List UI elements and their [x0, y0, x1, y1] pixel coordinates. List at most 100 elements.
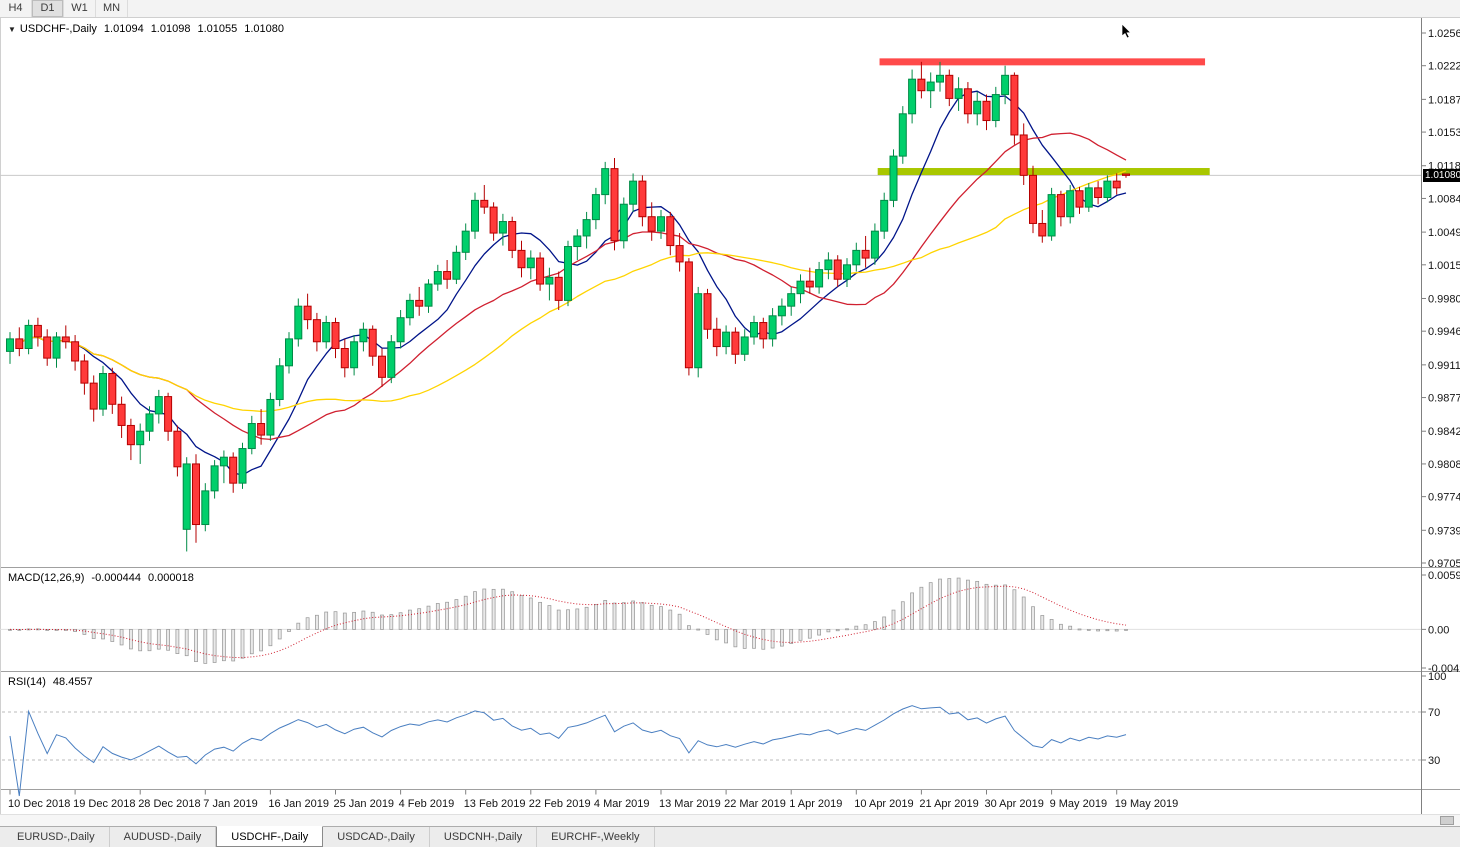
- candle-body: [917, 78, 926, 92]
- candle-body: [433, 271, 442, 285]
- chart-canvas[interactable]: 1.025601.022201.018701.015301.011801.008…: [0, 18, 1460, 814]
- macd-histogram-bar: [156, 629, 161, 650]
- macd-histogram-bar: [603, 600, 608, 630]
- candle-body: [908, 78, 917, 115]
- timeframe-h4[interactable]: H4: [0, 0, 32, 17]
- candle-body: [991, 94, 1000, 122]
- candle-body: [350, 341, 359, 369]
- candle-body: [508, 221, 517, 251]
- candle-body: [99, 373, 107, 410]
- macd-histogram-bar: [910, 592, 914, 630]
- macd-histogram-bar: [519, 595, 524, 630]
- macd-histogram-bar: [408, 609, 412, 630]
- candle-body: [545, 276, 554, 285]
- date-axis-label: 22 Feb 2019: [529, 798, 591, 810]
- candle-body: [936, 74, 944, 83]
- ohlc-close: 1.01080: [244, 23, 284, 35]
- macd-histogram-bar: [212, 629, 217, 663]
- macd-histogram-bar: [166, 629, 170, 651]
- tab-usdcnh-daily[interactable]: USDCNH-,Daily: [430, 827, 538, 847]
- price-axis-label: 1.02560: [1428, 28, 1460, 40]
- price-axis-label: 1.02220: [1428, 61, 1460, 73]
- tab-eurusd-daily[interactable]: EURUSD-,Daily: [3, 827, 110, 847]
- candle-body: [405, 299, 414, 319]
- macd-histogram-bar: [993, 584, 998, 630]
- timeframe-w1[interactable]: W1: [64, 0, 96, 17]
- candle-body: [61, 336, 70, 343]
- macd-histogram-bar: [119, 629, 124, 646]
- date-axis-label: 13 Feb 2019: [464, 798, 526, 810]
- price-axis-label: 1.01530: [1428, 127, 1460, 139]
- candle-body: [945, 74, 954, 99]
- macd-name: MACD(12,26,9): [8, 572, 85, 584]
- candle-body: [257, 423, 266, 436]
- date-axis-label: 13 Mar 2019: [659, 798, 721, 810]
- candle-body: [1112, 180, 1121, 189]
- macd-histogram-bar: [1021, 596, 1026, 630]
- candle-body: [164, 396, 173, 432]
- macd-histogram-bar: [966, 579, 970, 630]
- tab-usdcad-daily[interactable]: USDCAD-,Daily: [323, 827, 430, 847]
- macd-histogram-bar: [277, 629, 282, 640]
- candle-body: [554, 276, 563, 301]
- macd-histogram-bar: [491, 588, 496, 630]
- tab-eurchf-weekly[interactable]: EURCHF-,Weekly: [537, 827, 655, 847]
- macd-histogram-bar: [612, 602, 617, 630]
- macd-histogram-bar: [696, 628, 701, 631]
- candle-body: [108, 373, 117, 405]
- macd-histogram-bar: [947, 578, 952, 630]
- macd-histogram-bar: [426, 605, 431, 630]
- macd-histogram-bar: [1012, 589, 1017, 630]
- candle-body: [722, 331, 731, 348]
- candle-body: [852, 249, 861, 266]
- candle-body: [80, 360, 89, 384]
- tab-usdchf-daily[interactable]: USDCHF-,Daily: [216, 826, 324, 847]
- candle-body: [294, 305, 303, 340]
- chart-collapse-icon[interactable]: ▼: [8, 25, 16, 34]
- macd-histogram-bar: [845, 628, 849, 631]
- horizontal-scrollbar[interactable]: [0, 814, 1460, 826]
- macd-axis-label: 0.00: [1428, 624, 1449, 636]
- macd-histogram-bar: [566, 609, 570, 630]
- macd-histogram-bar: [863, 624, 868, 630]
- candle-body: [750, 322, 758, 338]
- scrollbar-thumb[interactable]: [1440, 816, 1454, 825]
- candle-body: [415, 299, 424, 307]
- candle-body: [359, 328, 368, 343]
- candle-body: [1122, 173, 1130, 176]
- macd-histogram-bar: [631, 600, 635, 630]
- tab-audusd-daily[interactable]: AUDUSD-,Daily: [110, 827, 217, 847]
- candle-body: [768, 315, 777, 340]
- candle-body: [173, 430, 182, 468]
- date-axis-label: 7 Jan 2019: [203, 798, 257, 810]
- candle-body: [1103, 180, 1112, 198]
- candle-body: [638, 180, 647, 218]
- candle-body: [629, 180, 638, 205]
- macd-histogram-bar: [352, 611, 356, 630]
- macd-histogram-bar: [854, 625, 859, 630]
- macd-histogram-bar: [222, 629, 226, 662]
- candle-body: [610, 168, 619, 242]
- macd-histogram-bar: [501, 588, 505, 630]
- price-axis-label: 1.00840: [1428, 193, 1460, 205]
- macd-histogram-bar: [370, 611, 375, 630]
- ma-mid: [18, 132, 1127, 441]
- macd-histogram-bar: [231, 629, 236, 662]
- candle-body: [796, 280, 805, 295]
- candle-body: [1019, 134, 1028, 176]
- timeframe-d1[interactable]: D1: [32, 0, 64, 17]
- macd-histogram-bar: [826, 629, 831, 633]
- macd-histogram-bar: [742, 629, 747, 649]
- timeframe-mn[interactable]: MN: [96, 0, 128, 17]
- date-axis-label: 4 Mar 2019: [594, 798, 650, 810]
- macd-histogram-bar: [184, 629, 189, 657]
- candle-body: [777, 305, 786, 317]
- date-axis-label: 1 Apr 2019: [789, 798, 842, 810]
- timeframe-toolbar: H4 D1 W1 MN: [0, 0, 1460, 18]
- macd-histogram-bar: [1040, 615, 1045, 630]
- macd-main-value: -0.000444: [91, 572, 141, 584]
- candle-body: [201, 490, 210, 526]
